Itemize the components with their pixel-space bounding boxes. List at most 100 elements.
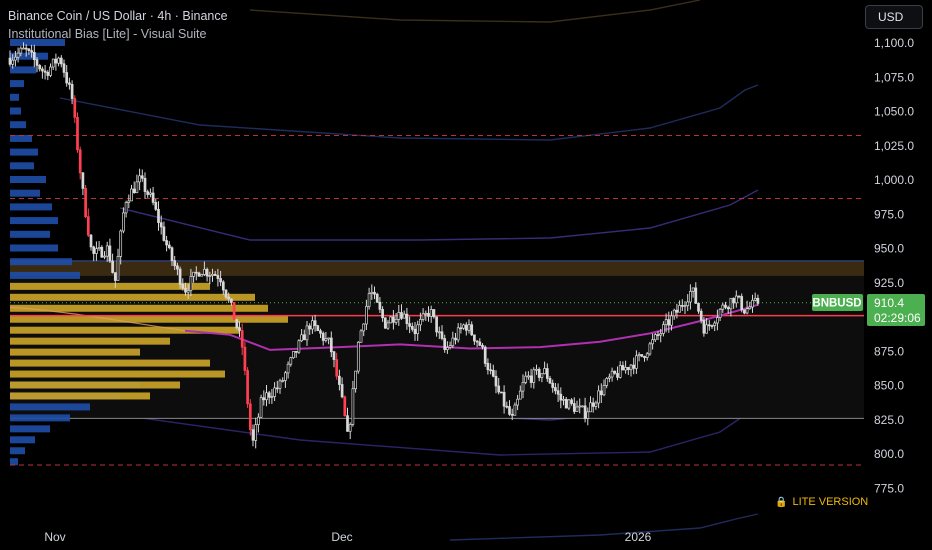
candle-body [718,308,722,318]
candle-body [502,391,506,407]
candle-body [351,388,355,425]
lite-version-badge: 🔒 LITE VERSION [775,496,868,508]
candle-body [8,57,12,65]
candle-body [311,320,314,330]
symbol-tag-label: BNBUSD [812,298,861,310]
candle-body [19,47,23,54]
profile-bar-blue-12 [10,203,52,211]
profile-bar-blue-10 [10,176,46,183]
candle-body [122,212,125,232]
candle-body [119,230,123,257]
candle-body [581,405,584,408]
supply-zone [10,260,864,276]
candle-body [748,306,752,310]
candle-body [678,305,681,313]
candle-body [408,323,411,327]
candle-body [397,312,401,320]
profile-bar-blue-20 [10,403,90,411]
candle-body [319,330,322,334]
candle-body [491,369,495,377]
profile-bar-blue-22 [10,425,50,433]
profile-bar-gold-4 [10,326,240,334]
candle-body [335,359,339,377]
candle-body [200,274,204,277]
candle-body [92,246,96,254]
candle-body [743,309,746,314]
y-tick-label-1: 1,075.0 [874,70,914,84]
candle-body [248,403,252,431]
candle-body [240,330,244,348]
candle-body [95,248,98,254]
candle-body [46,71,50,76]
candle-body [86,216,90,236]
candle-body [416,324,420,335]
candle-body [124,202,128,214]
band-line-0 [249,0,701,23]
candle-body [238,327,241,332]
candle-body [405,313,409,324]
y-tick-label-2: 1,050.0 [874,105,914,119]
candle-body [300,334,303,342]
candle-body [589,402,592,413]
candle-body [686,301,690,306]
candle-body [313,320,317,327]
profile-bar-blue-16 [10,258,72,266]
candle-body [308,325,312,330]
candle-body [443,338,447,350]
candle-body [273,387,276,397]
candle-body [178,268,182,285]
profile-bar-blue-23 [10,436,35,444]
candle-body [610,370,614,378]
candle-body [524,375,528,383]
lite-version-label: LITE VERSION [792,496,869,508]
candle-body [11,59,15,65]
candle-body [62,63,66,73]
candle-body [699,310,703,321]
profile-bar-blue-5 [10,107,21,115]
candle-body [435,316,438,333]
candle-body [151,192,155,203]
candle-body [289,357,293,365]
candle-body [740,296,744,311]
candle-body [267,392,271,398]
candle-body [410,326,414,330]
candle-body [281,380,285,382]
candle-body [621,365,625,371]
candle-body [667,319,671,326]
candle-body [324,338,328,341]
candle-body [537,368,541,378]
candle-body [707,324,711,327]
candle-body [54,58,58,64]
candle-body [618,365,622,378]
candle-body [275,387,279,390]
candle-body [184,287,187,293]
candle-body [532,369,536,383]
candle-body [97,246,101,250]
candle-body [424,312,428,315]
indicator-title[interactable]: Institutional Bias [Lite] - Visual Suite [8,27,207,41]
candle-body [602,385,606,396]
candle-body [146,191,150,195]
candle-body [84,188,87,218]
x-tick-label-0: Nov [44,530,65,544]
candles [8,42,760,449]
candle-body [464,324,468,331]
candle-body [394,318,398,323]
currency-button[interactable]: USD [865,5,923,29]
candle-body [346,415,349,432]
candle-body [294,351,298,353]
candle-body [111,260,114,273]
profile-bar-blue-9 [10,162,34,170]
profile-bar-gold-1 [10,293,255,301]
candle-body [586,411,590,419]
candle-body [691,287,695,292]
candle-body [640,354,644,357]
candle-body [219,278,222,283]
candle-body [211,273,214,276]
candle-body [508,406,511,415]
candle-body [510,413,514,416]
candle-body [689,291,692,303]
candle-body [284,372,287,381]
candle-body [521,382,525,392]
